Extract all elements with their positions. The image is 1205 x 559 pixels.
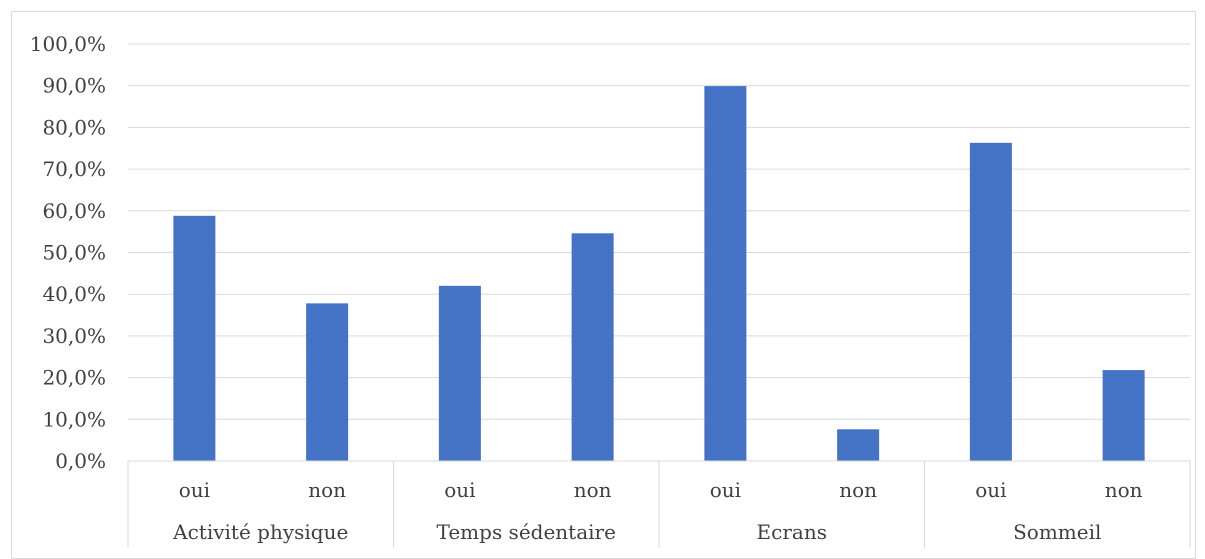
y-tick-label: 20,0%: [42, 366, 106, 390]
group-label: Temps sédentaire: [437, 520, 616, 544]
x-tick-label: non: [1105, 478, 1143, 502]
x-axis: oui non oui non oui non oui non Activité physiqu…: [127, 460, 1191, 548]
y-tick-label: 70,0%: [42, 157, 106, 181]
x-tick-label: oui: [444, 478, 475, 502]
y-tick-label: 10,0%: [42, 407, 106, 431]
y-tick-label: 100,0%: [30, 32, 106, 56]
bar: [438, 285, 481, 461]
gridlines: [128, 43, 1190, 420]
y-axis: 0,0% 10,0% 20,0% 30,0% 40,0% 50,0% 60,0% 70,0% 8…: [30, 32, 106, 473]
y-tick-label: 40,0%: [42, 282, 106, 306]
group-label: Sommeil: [1013, 520, 1101, 544]
y-tick-label: 30,0%: [42, 324, 106, 348]
y-tick-label: 90,0%: [42, 74, 106, 98]
bar: [571, 233, 614, 461]
x-tick-label: oui: [975, 478, 1006, 502]
y-tick-label: 50,0%: [42, 241, 106, 265]
bar: [173, 215, 216, 461]
group-label: Ecrans: [757, 520, 827, 544]
bar: [704, 86, 747, 461]
bars: [173, 86, 1145, 462]
x-tick-label: non: [308, 478, 346, 502]
bar: [1102, 370, 1145, 461]
x-tick-label: non: [574, 478, 612, 502]
bar: [306, 303, 349, 461]
group-label: Activité physique: [172, 520, 348, 544]
bar: [837, 429, 880, 461]
y-tick-label: 60,0%: [42, 199, 106, 223]
x-tick-label: oui: [710, 478, 741, 502]
y-tick-label: 80,0%: [42, 115, 106, 139]
bar: [969, 142, 1012, 462]
y-tick-label: 0,0%: [55, 449, 106, 473]
x-tick-label: oui: [179, 478, 210, 502]
x-tick-label: non: [839, 478, 877, 502]
